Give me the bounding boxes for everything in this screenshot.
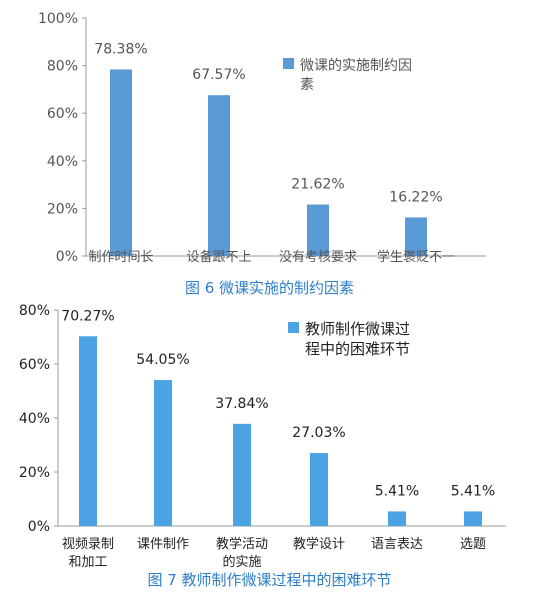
chart6-bar [208, 95, 230, 256]
chart6-y-tick-label: 60% [47, 106, 78, 122]
chart6-legend-swatch [283, 58, 294, 69]
chart7-bar [310, 453, 328, 526]
chart6-bar [110, 69, 132, 256]
chart6-y-tick-label: 0% [56, 249, 78, 265]
chart6-bar [405, 217, 427, 256]
chart6-data-label: 78.38% [94, 41, 147, 57]
chart7-category-label: 课件制作 [137, 537, 189, 552]
chart7-bar [79, 336, 97, 526]
chart7-data-label: 70.27% [61, 308, 114, 324]
chart7-bar [154, 380, 172, 526]
chart7-y-tick-label: 60% [19, 357, 50, 373]
chart7-y-tick-label: 40% [19, 411, 50, 427]
chart6-category-label: 学生褒贬不一 [377, 249, 455, 265]
chart7-data-label: 37.84% [215, 396, 268, 412]
chart7-legend-swatch [288, 322, 299, 333]
chart7-category-label: 教学设计 [293, 536, 345, 552]
figure-7-caption: 图 7 教师制作微课过程中的困难环节 [147, 571, 392, 589]
chart6-y-tick-label: 20% [47, 201, 78, 217]
chart7-category-label: 语言表达 [371, 537, 423, 552]
chart6-category-label: 制作时间长 [88, 250, 153, 265]
chart7-bar [233, 423, 251, 526]
chart6-bar [307, 204, 329, 256]
chart7-data-label: 54.05% [136, 352, 189, 368]
chart7-data-label: 5.41% [375, 483, 419, 499]
chart6-y-tick-label: 100% [38, 11, 78, 27]
chart6-legend-label: 微课的实施制约因素 [300, 58, 412, 93]
chart6-y-tick-label: 40% [47, 154, 78, 170]
chart7-bar [464, 511, 482, 526]
chart6-data-label: 67.57% [192, 67, 245, 83]
chart7-legend-label: 教师制作微课过程中的困难环节 [305, 320, 410, 358]
chart7-data-label: 27.03% [292, 425, 345, 441]
chart7-data-label: 5.41% [451, 483, 495, 499]
chart7-category-label: 选题 [460, 537, 486, 552]
chart7-y-tick-label: 0% [28, 519, 50, 535]
chart6-category-label: 没有考核要求 [279, 250, 357, 265]
chart7-category-label: 视频录制和加工 [62, 537, 114, 570]
chart7-y-tick-label: 20% [19, 465, 50, 481]
chart7-y-tick-label: 80% [19, 303, 50, 319]
chart6-category-label: 设备跟不上 [186, 249, 251, 265]
figure-6-caption: 图 6 微课实施的制约因素 [184, 279, 355, 297]
chart6-y-tick-label: 80% [47, 59, 78, 75]
chart6-data-label: 16.22% [389, 189, 442, 205]
chart7-category-label: 教学活动的实施 [216, 536, 268, 570]
chart7-bar [388, 511, 406, 526]
chart6-data-label: 21.62% [291, 177, 344, 193]
